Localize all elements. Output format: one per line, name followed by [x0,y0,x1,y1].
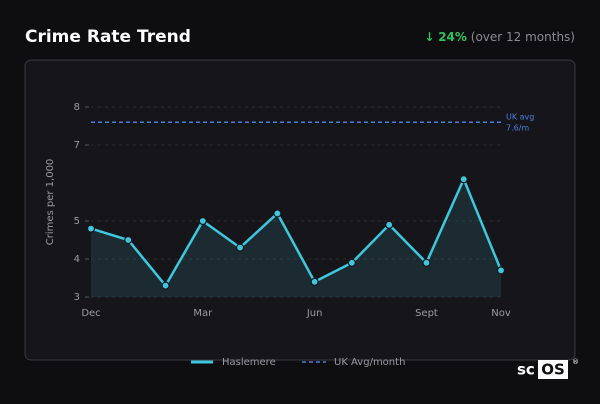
line [90,177,503,287]
point [235,243,245,252]
point [496,266,506,275]
y-tick-label: 3 [74,292,80,303]
point [422,258,431,267]
legend-label: Haslemere [222,357,276,368]
y-tick-label: 8 [74,102,80,113]
x-tick-label: Dec [81,308,100,319]
x-tick-label: Mar [193,308,213,319]
logo-mark: ® [572,358,579,366]
point [310,277,319,286]
point [273,209,282,218]
y-axis-title: Crimes per 1,000 [45,159,56,246]
logo-box [538,360,568,379]
x-tick-label: Sept [415,308,438,319]
point [459,175,468,184]
point [385,220,394,229]
y-tick-label: 5 [74,216,80,227]
logo-prefix: sc [517,361,535,379]
logo: sc OS ® [517,358,579,379]
change-value: 24% [438,30,467,44]
logo-boxed: OS [541,361,565,379]
change: ↓ 24% (over 12 months) [424,30,575,44]
point [347,258,357,267]
reference-label: 7.6/m [506,124,529,133]
y-tick-label: 7 [74,140,80,151]
point [86,224,96,233]
area [91,179,501,297]
point [124,235,133,245]
change-arrow: ↓ [424,30,434,44]
legend-label: UK Avg/month [334,357,405,368]
title: Crime Rate Trend [25,27,191,47]
reference-name: UK avg [506,113,534,122]
change-note: (over 12 months) [471,30,575,44]
point [161,281,170,290]
point [198,216,207,226]
x-tick-label: Nov [491,308,511,319]
y-tick-label: 4 [74,254,80,265]
x-tick-label: Jun [306,308,323,319]
